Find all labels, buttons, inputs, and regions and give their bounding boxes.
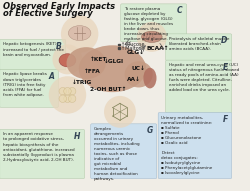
Text: Urinary metabolites,
normalized to creatinine:
▪ Sulfate
▪ Phenol
▪ Glucuronolac: Urinary metabolites, normalized to creat…	[161, 116, 212, 175]
Circle shape	[64, 87, 71, 95]
FancyBboxPatch shape	[166, 60, 232, 113]
FancyBboxPatch shape	[158, 112, 232, 179]
Bar	[118, 47, 120, 49]
Text: Hepatic lipase breaks
down triglycerides
(TRIG) into free fatty
acids (FFA) for : Hepatic lipase breaks down triglycerides…	[3, 72, 47, 97]
Text: A: A	[48, 72, 54, 81]
Ellipse shape	[68, 26, 91, 41]
Text: Hepatic ketogenesis (KET)
increased to fuel / protect the
brain and myocardium.: Hepatic ketogenesis (KET) increased to f…	[3, 42, 64, 57]
Text: ↓TRIG: ↓TRIG	[72, 80, 92, 85]
Circle shape	[59, 87, 66, 95]
Bar	[118, 44, 120, 45]
Text: of Elective Surgery: of Elective Surgery	[3, 9, 92, 18]
Text: G: G	[146, 126, 153, 135]
Circle shape	[52, 44, 82, 74]
Text: ↓GLGI: ↓GLGI	[104, 59, 124, 64]
Text: AA↓: AA↓	[127, 77, 141, 82]
Circle shape	[61, 15, 98, 53]
Text: ↑FFA: ↑FFA	[84, 69, 100, 74]
Text: E: E	[222, 63, 228, 72]
FancyBboxPatch shape	[166, 34, 232, 61]
FancyBboxPatch shape	[91, 124, 157, 179]
Text: In an apparent response
to prolonged oxidative stress,
hepatic biosynthesis of t: In an apparent response to prolonged oxi…	[3, 132, 74, 162]
Text: 2-OH BUT↑: 2-OH BUT↑	[90, 87, 126, 92]
Text: Complex
derangements
occurred in urinary
metabolites, including
numerous uremic
: Complex derangements occurred in urinary…	[94, 127, 139, 181]
Text: D: D	[221, 36, 228, 45]
Ellipse shape	[59, 54, 76, 67]
Text: UC↓: UC↓	[132, 66, 146, 71]
Text: Hepatic and renal urea-cycle (UC)
status of nitrogenous fuels slowed
as ready po: Hepatic and renal urea-cycle (UC) status…	[169, 63, 239, 92]
Text: B: B	[56, 42, 62, 51]
Text: Proteolysis of skeletal muscle
liberated branched-chain
amino acids (BCAA).: Proteolysis of skeletal muscle liberated…	[169, 37, 229, 51]
Ellipse shape	[79, 45, 146, 92]
Circle shape	[49, 76, 86, 114]
Ellipse shape	[125, 61, 153, 87]
Text: To restore plasma
glucose depleted by
fasting, glycogen (GLG)
in the liver and m: To restore plasma glucose depleted by fa…	[124, 7, 173, 41]
Text: ↑Maltose: ↑Maltose	[121, 46, 144, 51]
Circle shape	[137, 22, 167, 52]
FancyBboxPatch shape	[0, 40, 66, 70]
Circle shape	[68, 87, 76, 95]
FancyBboxPatch shape	[0, 129, 84, 179]
Circle shape	[104, 96, 136, 128]
FancyBboxPatch shape	[0, 70, 58, 107]
Text: BCAA↑: BCAA↑	[146, 46, 169, 51]
Circle shape	[59, 95, 66, 102]
Text: GLG↓: GLG↓	[127, 50, 145, 55]
Ellipse shape	[142, 31, 162, 42]
Text: C: C	[177, 6, 183, 15]
Ellipse shape	[144, 68, 156, 88]
Text: F: F	[222, 115, 228, 124]
Text: ↑Glucose: ↑Glucose	[121, 42, 144, 47]
Text: ↑KET: ↑KET	[90, 57, 107, 62]
Text: H: H	[74, 132, 80, 141]
Circle shape	[68, 95, 76, 102]
FancyBboxPatch shape	[121, 4, 187, 42]
Text: Observed Early Impacts: Observed Early Impacts	[3, 2, 115, 11]
Ellipse shape	[66, 47, 106, 79]
Circle shape	[64, 95, 71, 102]
